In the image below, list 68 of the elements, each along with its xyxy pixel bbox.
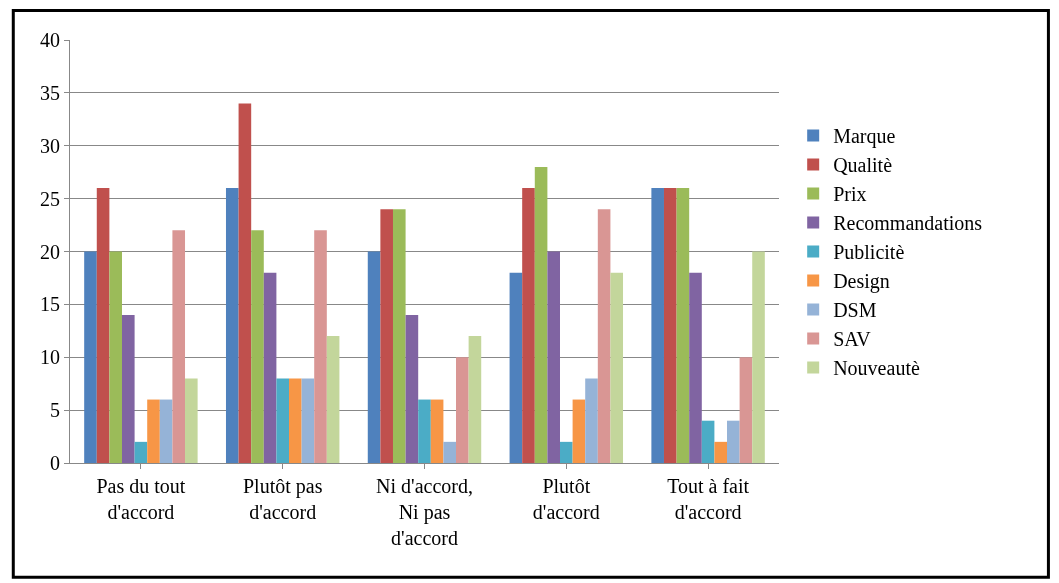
bar bbox=[430, 399, 444, 463]
bar bbox=[367, 251, 381, 463]
bar bbox=[509, 272, 523, 463]
bar bbox=[547, 251, 560, 463]
bar bbox=[301, 378, 315, 463]
y-tick-label: 5 bbox=[50, 399, 60, 422]
bar bbox=[714, 441, 728, 463]
legend-label: Marque bbox=[833, 125, 896, 149]
bar bbox=[392, 209, 406, 463]
bar bbox=[468, 336, 482, 463]
x-tick-label: Ni d'accord, Ni pas d'accord bbox=[376, 475, 473, 549]
bar bbox=[534, 166, 548, 463]
bar bbox=[109, 251, 122, 463]
bar bbox=[572, 399, 586, 463]
bar bbox=[147, 399, 160, 463]
bar bbox=[651, 188, 664, 463]
y-tick-label: 15 bbox=[40, 293, 60, 316]
bar bbox=[225, 188, 239, 463]
bar bbox=[134, 441, 148, 463]
bar bbox=[172, 230, 186, 463]
x-tick-label: Plutôt d'accord bbox=[532, 475, 600, 523]
y-tick-label: 30 bbox=[40, 134, 60, 157]
bar bbox=[676, 188, 690, 463]
legend-label: Nouveautè bbox=[833, 357, 920, 380]
legend-label: Prix bbox=[833, 183, 867, 206]
bar bbox=[405, 314, 419, 463]
y-tick-label: 40 bbox=[40, 29, 60, 51]
bar bbox=[276, 378, 289, 463]
bar bbox=[689, 272, 702, 463]
bar bbox=[326, 336, 340, 463]
x-tick-label: Tout à fait d'accord bbox=[667, 475, 750, 523]
y-tick-label: 10 bbox=[40, 346, 60, 369]
bar bbox=[251, 230, 264, 463]
bar bbox=[418, 399, 431, 463]
legend-label: Design bbox=[833, 270, 890, 294]
bar bbox=[522, 188, 535, 463]
bar bbox=[663, 188, 677, 463]
bar bbox=[96, 188, 110, 463]
x-tick-label: Plutôt pas d'accord bbox=[242, 475, 323, 523]
bar bbox=[727, 420, 740, 463]
bar bbox=[121, 314, 135, 463]
legend-label: Publicitè bbox=[833, 241, 905, 264]
bar bbox=[585, 378, 598, 463]
bar bbox=[185, 378, 198, 463]
bar bbox=[597, 209, 611, 463]
bar bbox=[456, 357, 469, 463]
bar bbox=[263, 272, 277, 463]
bar bbox=[159, 399, 173, 463]
y-tick-label: 20 bbox=[40, 240, 60, 263]
y-tick-label: 25 bbox=[40, 187, 60, 210]
legend-label: Qualitè bbox=[833, 154, 893, 177]
bar bbox=[238, 103, 252, 463]
legend-label: DSM bbox=[833, 299, 877, 322]
legend-label: SAV bbox=[833, 328, 872, 351]
bar bbox=[289, 378, 302, 463]
bar bbox=[314, 230, 327, 463]
legend-label: Recommandations bbox=[833, 212, 983, 235]
bar bbox=[443, 441, 457, 463]
bar bbox=[752, 251, 765, 463]
x-tick-label: Pas du tout d'accord bbox=[96, 475, 186, 523]
bar bbox=[739, 357, 753, 463]
bar bbox=[560, 441, 573, 463]
y-tick-label: 0 bbox=[50, 452, 60, 474]
bar bbox=[380, 209, 393, 463]
y-tick-label: 35 bbox=[40, 81, 60, 104]
bar bbox=[701, 420, 715, 463]
bar bbox=[610, 272, 624, 463]
bar bbox=[84, 251, 97, 463]
